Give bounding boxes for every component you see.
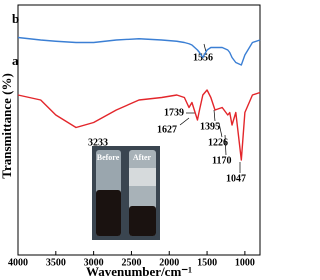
peak-label: 1395 — [200, 121, 220, 132]
x-tick-label: 1000 — [235, 257, 255, 268]
x-tick-label: 2500 — [121, 257, 141, 268]
peak-label: 1170 — [212, 155, 231, 166]
chart: Transmittance (%) Wavenumber/cm⁻¹ b a 32… — [0, 4, 261, 279]
data-line — [17, 89, 261, 161]
y-axis-title: Transmittance (%) — [0, 73, 14, 179]
series-label: b — [12, 11, 19, 26]
leader-lines — [179, 43, 241, 173]
inset-photo — [92, 146, 160, 240]
peak-label: 1226 — [208, 137, 228, 148]
peak-label: 1047 — [226, 173, 246, 184]
plot-frame — [17, 4, 261, 256]
x-tick-label: 3000 — [84, 257, 104, 268]
x-axis-title: Wavenumber/cm⁻¹ — [86, 264, 192, 279]
peak-label: 3233 — [88, 137, 108, 148]
series-label: a — [12, 53, 19, 68]
x-tick-label: 1500 — [197, 257, 217, 268]
x-tick-label: 2000 — [159, 257, 179, 268]
peak-label: 1739 — [164, 107, 184, 118]
x-tick-label: 4000 — [8, 257, 28, 268]
inset-label: Before — [97, 153, 120, 162]
peak-label: 1627 — [157, 124, 177, 135]
x-tick-label: 3500 — [46, 257, 66, 268]
data-line — [17, 36, 261, 66]
inset-label: After — [133, 153, 152, 162]
